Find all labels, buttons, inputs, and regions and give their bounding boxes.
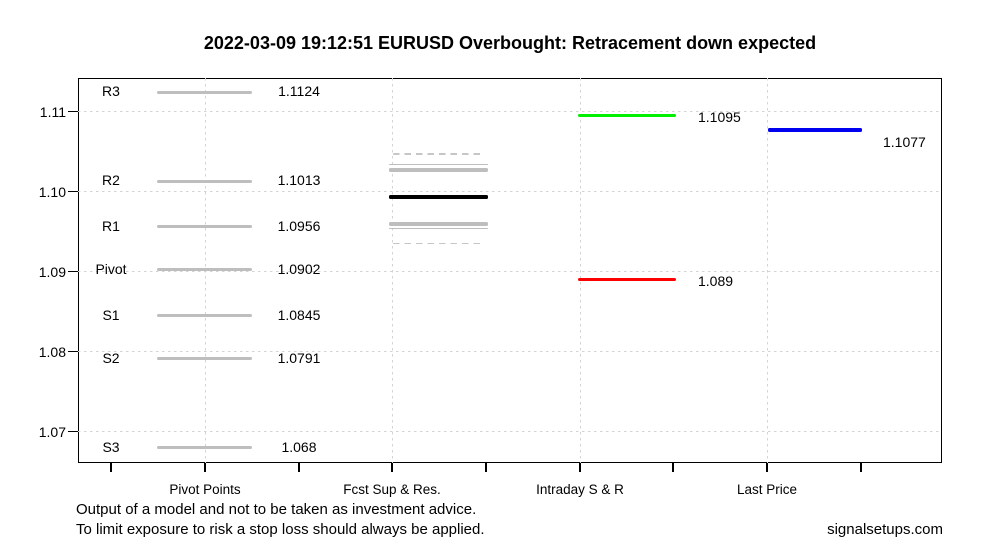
y-axis-label: 1.10 [38,183,66,200]
disclaimer-line-1: Output of a model and not to be taken as… [76,501,477,518]
x-tick-mark [204,463,206,472]
intraday-support-value: 1.089 [698,272,734,289]
x-tick-mark [110,463,112,472]
pivot-level-name-s3: S3 [102,438,120,455]
pivot-level-line-s1 [157,314,252,317]
y-gridline [78,271,942,272]
y-gridline [78,351,942,352]
pivot-level-value-s1: 1.0845 [277,306,321,323]
pivot-level-value-pivot: 1.0902 [277,260,321,277]
forecast-band-inner-1 [389,163,488,166]
pivot-level-name-s1: S1 [102,306,120,323]
y-tick-mark [68,270,78,273]
pivot-level-value-s2: 1.0791 [277,349,321,366]
forecast-central-line [389,195,488,199]
pivot-level-line-pivot [157,268,252,272]
pivot-level-name-r1: R1 [102,217,120,234]
x-gridline [766,78,768,463]
intraday-resistance-line [578,113,676,118]
pivot-level-line-s3 [157,446,252,449]
pivot-level-line-s2 [157,357,252,361]
y-axis-label: 1.08 [38,343,66,360]
y-axis-label: 1.11 [39,103,66,120]
x-tick-mark [766,463,768,472]
chart-title: 2022-03-09 19:12:51 EURUSD Overbought: R… [203,33,817,53]
forecast-band-outer-0 [393,153,485,155]
pivot-level-name-s2: S2 [102,349,120,366]
brand-watermark: signalsetups.com [827,521,943,538]
x-category-label: Last Price [736,482,798,497]
y-tick-mark [68,430,78,433]
forecast-band-2 [389,167,488,172]
y-tick-mark [68,350,78,353]
pivot-level-value-r1: 1.0956 [277,217,321,234]
pivot-level-name-r3: R3 [102,83,120,100]
pivot-level-name-pivot: Pivot [95,260,127,277]
x-tick-mark [672,463,674,472]
forecast-band-4 [389,222,488,227]
x-tick-mark [485,463,487,472]
x-category-label: Pivot Points [169,482,241,497]
forecast-band-outer-6 [393,242,485,245]
pivot-level-line-r2 [157,179,252,183]
plot-border [78,78,942,463]
pivot-level-line-r1 [157,225,252,229]
x-gridline [391,78,393,463]
x-category-label: Intraday S & R [536,482,624,497]
x-tick-mark [579,463,581,472]
pivot-level-name-r2: R2 [102,172,120,189]
y-gridline [78,431,942,432]
x-gridline [579,78,581,463]
x-tick-mark [860,463,862,472]
intraday-resistance-value: 1.1095 [698,108,741,125]
x-tick-mark [298,463,300,472]
forecast-band-inner-5 [389,227,488,230]
x-category-label: Fcst Sup & Res. [343,482,441,497]
pivot-level-value-s3: 1.068 [281,438,317,455]
pivot-level-line-r3 [157,90,252,94]
x-tick-mark [391,463,393,472]
y-tick-mark [68,190,78,193]
last-price-value: 1.1077 [883,133,926,150]
intraday-support-line [578,277,676,282]
y-axis-label: 1.09 [38,263,66,280]
y-gridline [78,111,942,112]
y-tick-mark [68,110,78,113]
y-axis-label: 1.07 [38,423,66,440]
last-price-line [768,128,862,132]
pivot-level-value-r3: 1.1124 [278,83,320,100]
pivot-level-value-r2: 1.1013 [277,172,321,189]
disclaimer-line-2: To limit exposure to risk a stop loss sh… [76,521,485,538]
y-gridline [78,191,942,192]
